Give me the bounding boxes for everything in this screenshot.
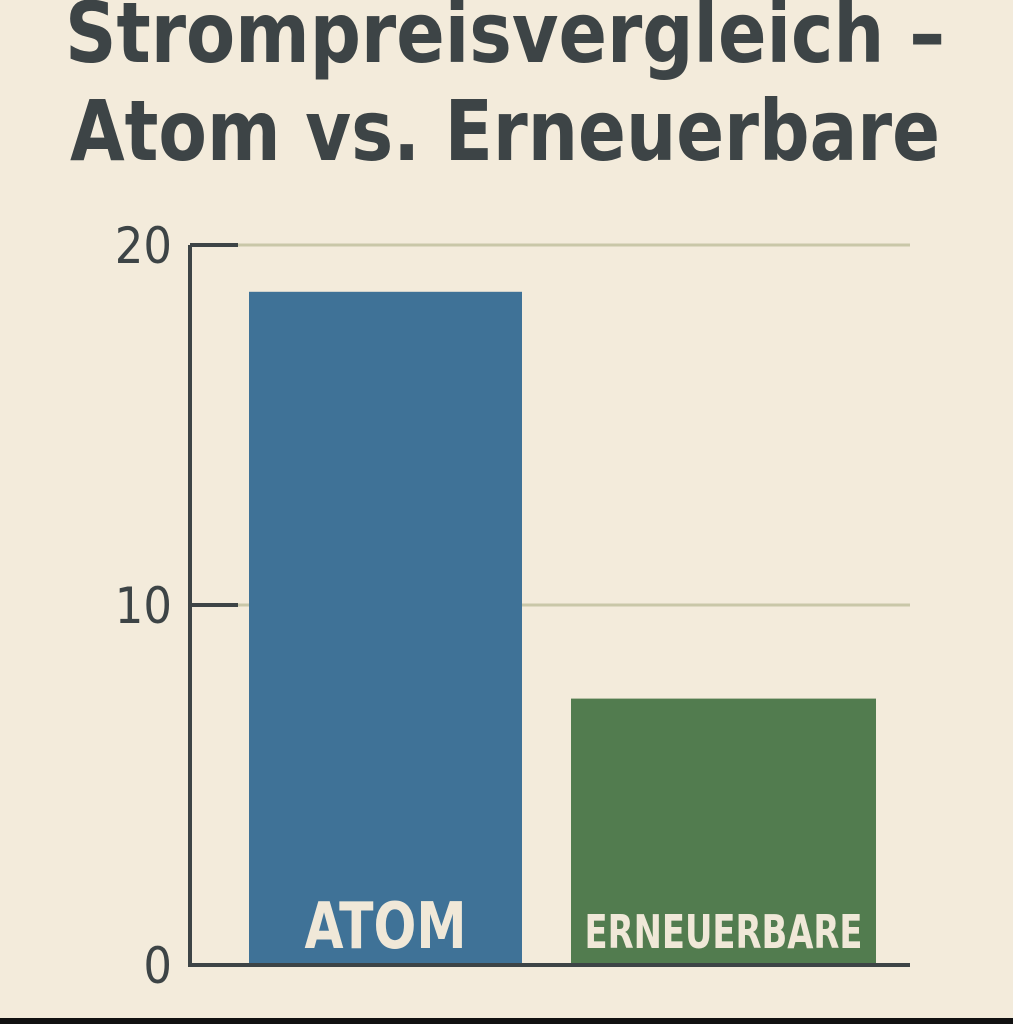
category-label: ERNEUERBARE xyxy=(585,905,863,959)
bar xyxy=(571,698,876,965)
bottom-border xyxy=(0,1018,1013,1024)
y-tick-label: 10 xyxy=(115,577,172,635)
category-label: ATOM xyxy=(305,890,467,964)
chart-title: Strompreisvergleich – xyxy=(65,0,945,82)
y-tick-label: 0 xyxy=(143,937,172,995)
chart-title: Atom vs. Erneuerbare xyxy=(70,82,940,180)
y-tick-label: 20 xyxy=(115,217,172,275)
bar xyxy=(249,291,522,965)
